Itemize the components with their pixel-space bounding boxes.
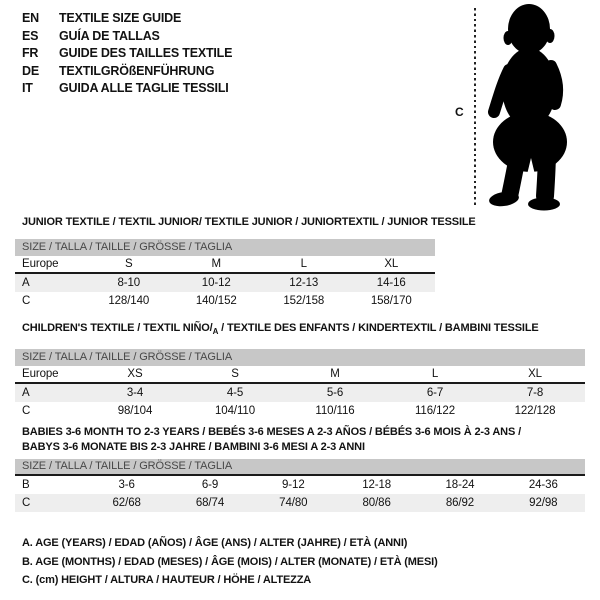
footnote-age-months: B. AGE (MONTHS) / EDAD (MESES) / ÂGE (MO… [22, 555, 438, 568]
months-cell: 3-6 [118, 479, 135, 491]
language-code: FR [22, 46, 39, 60]
size-cell: M [211, 258, 222, 270]
height-cell: 110/116 [315, 405, 355, 417]
language-row-en: EN TEXTILE SIZE GUIDE [22, 10, 232, 28]
table-row-months: B 3-6 6-9 9-12 12-18 18-24 24-36 [15, 476, 585, 494]
months-cell: 18-24 [445, 479, 475, 491]
height-cell: 152/158 [283, 295, 325, 307]
height-cell: 116/122 [414, 405, 456, 417]
table-row-height: C 98/104 104/110 110/116 116/122 122/128 [15, 402, 585, 420]
height-measure-dashed-line [474, 8, 476, 207]
height-cell: 158/170 [370, 295, 412, 307]
table-row-europe: Europe XS S M L XL [15, 366, 585, 384]
size-header-bar: SIZE / TALLA / TAILLE / GRÖSSE / TAGLIA [15, 459, 585, 476]
row-label: C [22, 295, 31, 307]
footnote-height: C. (cm) HEIGHT / ALTURA / HAUTEUR / HÖHE… [22, 574, 312, 586]
age-cell: 12-13 [289, 277, 319, 289]
language-code: EN [22, 11, 39, 25]
title-text: / TEXTILE DES ENFANTS / KINDERTEXTIL / B… [218, 322, 539, 334]
months-cell: 6-9 [201, 479, 219, 491]
size-header-bar: SIZE / TALLA / TAILLE / GRÖSSE / TAGLIA [15, 239, 435, 256]
babies-title-line2: BABYS 3-6 MONATE BIS 2-3 JAHRE / BAMBINI… [22, 441, 365, 453]
language-code: ES [22, 28, 39, 43]
language-code: IT [22, 81, 33, 95]
row-label: A [22, 277, 30, 289]
age-cell: 5-6 [326, 387, 344, 399]
months-cell: 12-18 [362, 479, 392, 491]
language-row-es: ES GUÍA DE TALLAS [22, 28, 232, 46]
table-row-age: A 8-10 10-12 12-13 14-16 [15, 274, 435, 292]
row-label: C [22, 405, 31, 417]
height-cell: 74/80 [279, 497, 308, 509]
age-cell: 7-8 [526, 387, 544, 399]
language-row-de: DE TEXTILGRÖßENFÜHRUNG [22, 63, 232, 81]
height-cell: 140/152 [195, 295, 237, 307]
height-measure-label: C [455, 105, 464, 119]
age-cell: 3-4 [126, 387, 144, 399]
language-label: GUIDA ALLE TAGLIE TESSILI [59, 81, 229, 95]
babies-size-table: SIZE / TALLA / TAILLE / GRÖSSE / TAGLIA … [15, 459, 585, 512]
size-cell: L [300, 258, 307, 270]
babies-table-title: BABIES 3-6 MONTH TO 2-3 YEARS / BEBÉS 3-… [22, 425, 521, 455]
language-row-it: IT GUIDA ALLE TAGLIE TESSILI [22, 80, 232, 98]
row-label: C [22, 497, 31, 509]
months-cell: 24-36 [528, 479, 558, 491]
row-label: B [22, 479, 30, 491]
junior-table-title: JUNIOR TEXTILE / TEXTIL JUNIOR/ TEXTILE … [22, 216, 476, 228]
height-cell: 62/68 [112, 497, 141, 509]
size-header-bar: SIZE / TALLA / TAILLE / GRÖSSE / TAGLIA [15, 349, 585, 366]
children-size-table: SIZE / TALLA / TAILLE / GRÖSSE / TAGLIA … [15, 349, 585, 420]
row-label: Europe [22, 368, 59, 380]
height-cell: 68/74 [195, 497, 225, 509]
babies-title-line1: BABIES 3-6 MONTH TO 2-3 YEARS / BEBÉS 3-… [22, 426, 521, 438]
children-table-title: CHILDREN'S TEXTILE / TEXTIL NIÑO/A / TEX… [22, 321, 539, 339]
height-cell: 86/92 [445, 497, 475, 509]
row-label: Europe [22, 258, 59, 270]
size-cell: S [231, 368, 239, 380]
size-cell: XL [528, 368, 542, 380]
size-cell: XL [384, 258, 399, 270]
baby-silhouette-icon [488, 4, 567, 212]
height-cell: 122/128 [514, 405, 556, 417]
footnotes: A. AGE (YEARS) / EDAD (AÑOS) / ÂGE (ANS)… [22, 534, 438, 590]
table-row-height: C 128/140 140/152 152/158 158/170 [15, 292, 435, 310]
size-cell: L [431, 368, 439, 380]
junior-size-table: SIZE / TALLA / TAILLE / GRÖSSE / TAGLIA … [15, 239, 435, 310]
language-label: GUIDE DES TAILLES TEXTILE [59, 46, 233, 60]
age-cell: 4-5 [226, 387, 244, 399]
height-cell: 92/98 [529, 497, 558, 509]
age-cell: 8-10 [117, 277, 141, 289]
size-cell: S [124, 258, 133, 270]
size-cell: M [330, 368, 340, 380]
size-cell: XS [127, 368, 143, 380]
height-cell: 98/104 [117, 405, 153, 417]
table-row-height: C 62/68 68/74 74/80 80/86 86/92 92/98 [15, 494, 585, 512]
title-text: CHILDREN'S TEXTILE / TEXTIL NIÑO/ [22, 322, 213, 334]
row-label: A [22, 387, 30, 399]
language-label: TEXTILGRÖßENFÜHRUNG [59, 63, 215, 78]
height-cell: 128/140 [108, 295, 150, 307]
height-cell: 80/86 [362, 497, 391, 509]
age-cell: 6-7 [426, 387, 444, 399]
table-row-age: A 3-4 4-5 5-6 6-7 7-8 [15, 384, 585, 402]
language-row-fr: FR GUIDE DES TAILLES TEXTILE [22, 45, 232, 63]
title-subscript: A [212, 327, 219, 337]
language-label: TEXTILE SIZE GUIDE [59, 11, 182, 25]
age-cell: 10-12 [201, 277, 231, 289]
language-code: DE [22, 63, 39, 78]
height-cell: 104/110 [214, 405, 256, 417]
language-label: GUÍA DE TALLAS [59, 28, 160, 43]
age-cell: 14-16 [376, 277, 406, 289]
footnote-age-years: A. AGE (YEARS) / EDAD (AÑOS) / ÂGE (ANS)… [22, 537, 408, 549]
months-cell: 9-12 [282, 479, 305, 491]
language-list: EN TEXTILE SIZE GUIDE ES GUÍA DE TALLAS … [22, 10, 232, 98]
table-row-europe: Europe S M L XL [15, 256, 435, 274]
